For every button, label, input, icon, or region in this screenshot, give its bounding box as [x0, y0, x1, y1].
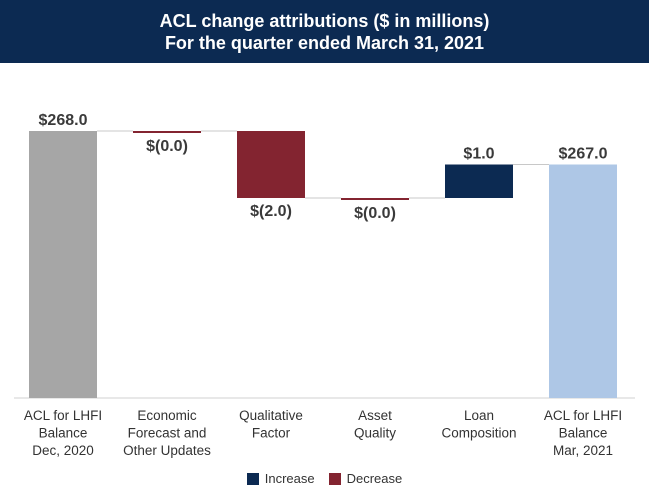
tick-label-4-1: Asset — [358, 408, 392, 423]
tick-label-2-3: Other Updates — [123, 443, 211, 458]
tick-label-6-3: Mar, 2021 — [553, 443, 613, 458]
legend-label-increase: Increase — [264, 471, 315, 486]
tick-label-3-2: Factor — [252, 426, 291, 441]
bar-3 — [237, 131, 305, 198]
legend-item-increase: Increase — [246, 471, 315, 486]
tick-label-3-1: Qualitative — [239, 408, 303, 423]
chart-title: ACL change attributions ($ in millions) — [159, 10, 490, 31]
tick-label-4-2: Quality — [354, 426, 396, 441]
tick-label-1-3: Dec, 2020 — [32, 443, 94, 458]
chart-header: ACL change attributions ($ in millions) … — [0, 0, 649, 63]
bar-5 — [445, 164, 513, 198]
legend-label-decrease: Decrease — [346, 471, 403, 486]
data-label-2: $(0.0) — [146, 138, 188, 155]
bar-2 — [133, 131, 201, 133]
bar-6 — [549, 164, 617, 398]
data-label-6: $267.0 — [559, 146, 608, 163]
tick-label-6-2: Balance — [559, 426, 608, 441]
data-label-4: $(0.0) — [354, 205, 396, 222]
tick-label-1-1: ACL for LHFI — [24, 408, 102, 423]
tick-label-2-2: Forecast and — [128, 426, 207, 441]
waterfall-chart: $268.0 $(0.0) $(2.0) $(0.0) $1.0 $267.0 ACL fo… — [14, 112, 635, 458]
tick-label-2-1: Economic — [137, 408, 197, 423]
bar-1 — [29, 131, 97, 398]
legend-swatch-decrease — [328, 472, 341, 485]
legend-item-decrease: Decrease — [328, 471, 403, 486]
legend: Increase Decrease — [0, 471, 649, 486]
tick-label-6-1: ACL for LHFI — [544, 408, 622, 423]
tick-label-5-2: Composition — [441, 426, 516, 441]
tick-label-1-2: Balance — [39, 426, 88, 441]
chart-subtitle: For the quarter ended March 31, 2021 — [164, 32, 485, 53]
data-label-1: $268.0 — [39, 112, 88, 129]
data-label-5: $1.0 — [463, 146, 494, 163]
data-label-3: $(2.0) — [250, 203, 292, 220]
tick-label-5-1: Loan — [464, 408, 494, 423]
legend-swatch-increase — [246, 472, 259, 485]
bar-4 — [341, 198, 409, 200]
